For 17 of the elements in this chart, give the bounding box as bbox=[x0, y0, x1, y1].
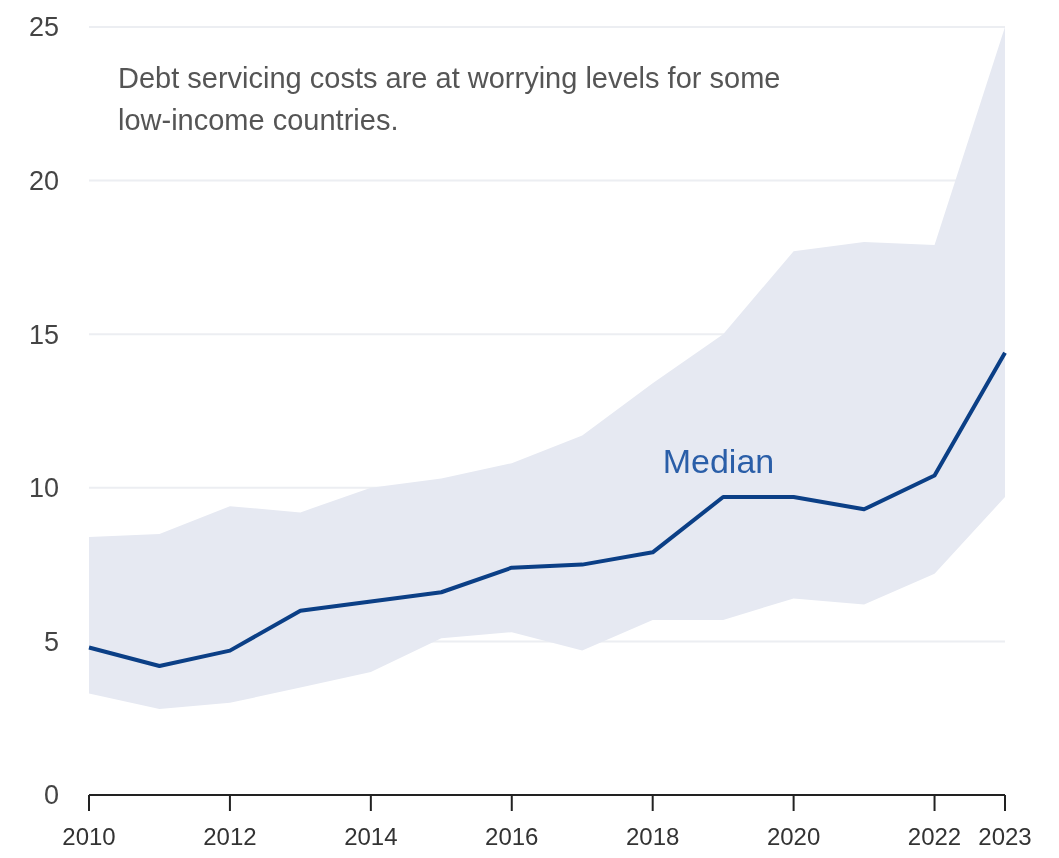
series-label: Median bbox=[662, 442, 775, 481]
y-tick-label: 10 bbox=[28, 473, 59, 504]
y-tick-label: 25 bbox=[28, 12, 59, 43]
annotation: Debt servicing costs are at worrying levels for some low-income countries. bbox=[118, 62, 781, 136]
x-tick-label: 2018 bbox=[626, 823, 680, 850]
line-series bbox=[87, 350, 1007, 668]
y-tick-label: 5 bbox=[43, 626, 59, 657]
x-tick-label: 2020 bbox=[766, 823, 821, 850]
x-tick-label: 2014 bbox=[344, 823, 398, 850]
y-tick-label: 0 bbox=[43, 780, 59, 811]
x-tick-label: 2016 bbox=[485, 823, 539, 850]
x-tick-label: 2022 bbox=[907, 823, 962, 850]
y-tick-label: 20 bbox=[28, 166, 59, 197]
y-tick-label: 15 bbox=[28, 319, 59, 350]
x-tick-label: 2012 bbox=[203, 823, 257, 850]
x-tick-label: 2023 bbox=[978, 823, 1032, 850]
x-tick-label: 2010 bbox=[62, 823, 116, 850]
